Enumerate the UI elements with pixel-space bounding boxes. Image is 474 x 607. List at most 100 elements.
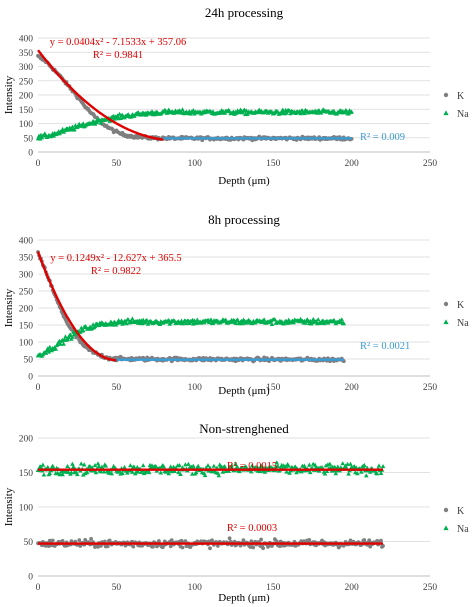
chart-3-point-na [70,461,75,466]
chart-3-point-na [324,468,330,473]
chart-1-legend-label-na: Na [457,109,469,120]
chart-3-point-na [364,473,369,478]
chart-1-ytick-label: 0 [28,149,33,159]
chart-3-point-na [41,472,47,477]
chart-3-point-na [71,464,76,469]
chart-3-ytick-label: 50 [24,538,34,548]
chart-2-xtick-label: 100 [188,383,203,393]
chart-1-title: 24h processing [205,5,284,20]
chart-1-legend-label-k: K [457,91,465,102]
chart-3-point-na [202,473,208,478]
chart-3-legend-label-na: Na [457,524,469,535]
chart-1-fit-r2: R² = 0.9841 [93,50,143,61]
chart-2-fit-r2: R² = 0.9822 [91,266,141,277]
chart-3-point-na [120,470,125,476]
chart-3-point-na [362,462,367,467]
chart-3-point-na [40,462,46,467]
chart-3-point-na [146,470,152,475]
chart-3-point-k [307,538,312,542]
chart-3-ylabel: Intensity [3,487,15,526]
chart-2-point-na [78,329,83,334]
chart-3-point-k [60,539,65,543]
chart-3-point-na [307,470,313,475]
chart-1-xlabel: Depth (μm) [218,175,270,187]
chart-2-point-na [272,317,278,322]
chart-3-point-na [254,464,260,469]
chart-3-point-na [177,463,182,468]
chart-3-fit-r2: R² = 0.0003 [227,523,277,534]
chart-3-point-na [81,462,87,467]
chart-1-ytick-label: 200 [19,92,34,102]
chart-3-point-k [183,539,188,543]
chart-3-point-na [380,464,386,469]
chart-1-point-na [349,109,354,114]
chart-2-ytick-label: 250 [19,288,34,298]
chart-2-point-na [61,341,66,346]
chart-3-point-na [132,464,137,469]
chart-2-point-na [339,317,345,322]
chart-1-point-na [152,112,158,117]
chart-1-point-na [180,107,185,112]
chart-3-point-na [229,463,234,468]
chart-3-point-na [109,471,114,476]
chart-3-point-na [45,464,51,469]
chart-2-point-na [253,320,258,325]
chart-3-point-na [249,463,255,468]
chart-2-point-na [303,320,308,325]
chart-1-ylabel: Intensity [3,75,15,114]
chart-2-point-na [68,332,73,337]
chart-2-ylabel: Intensity [3,288,15,327]
chart-1-point-na [143,112,149,117]
chart-3-point-na [327,461,333,466]
chart-1-fit-r2: R² = 0.009 [360,132,405,143]
chart-3-point-na [101,469,107,474]
chart-1-xtick-label: 0 [36,159,41,169]
chart-2-point-na [49,348,55,353]
chart-1-xtick-label: 50 [112,159,122,169]
chart-3-point-na [348,461,353,466]
chart-3-xtick-label: 100 [188,583,203,593]
chart-2-point-na [315,317,321,322]
chart-2-point-na [235,317,240,322]
chart-1-xtick-label: 250 [423,159,438,169]
chart-3-point-na [166,471,171,476]
chart-2-fit-equation: y = 0.1249x² - 12.627x + 365.5 [50,253,181,264]
chart-3-point-na [168,464,173,469]
chart-3-ytick-label: 100 [19,504,34,514]
chart-3-point-k [151,544,155,549]
chart-3-point-na [222,464,227,469]
chart-3-point-k [131,544,136,549]
chart-1-point-na [51,133,56,138]
chart-3-point-k [105,544,110,549]
chart-2-xtick-label: 200 [344,383,359,393]
chart-3-point-na [367,469,373,474]
chart-2-fit-r2: R² = 0.0021 [360,341,410,352]
chart-2-ytick-label: 350 [19,254,34,264]
chart-3-point-k [348,538,353,543]
chart-2-title: 8h processing [208,212,280,227]
chart-3-legend-marker-na [443,525,449,531]
chart-3-point-na [140,463,146,468]
chart-2-ytick-label: 300 [19,271,34,281]
chart-3-point-na [193,470,199,475]
chart-3-point-na [103,463,109,468]
chart-3-point-na [333,471,339,476]
chart-3-point-k [89,537,93,541]
chart-3-point-k [379,538,383,543]
chart-3-point-k [77,538,82,543]
chart-3-point-na [161,464,167,469]
chart-1-ytick-label: 50 [24,134,34,144]
chart-3-point-na [262,469,268,474]
chart-3-point-na [299,469,304,474]
chart-3-xtick-label: 200 [344,583,359,593]
chart-3-point-k [96,545,100,549]
chart-3-point-k [248,545,253,549]
chart-3-point-na [135,469,141,474]
chart-2-ytick-label: 400 [19,237,34,247]
chart-3-point-na [60,472,65,477]
chart-3-point-na [75,471,80,477]
chart-2-point-na [92,324,98,329]
chart-3-point-k [266,545,270,549]
chart-3-point-na [322,471,328,476]
